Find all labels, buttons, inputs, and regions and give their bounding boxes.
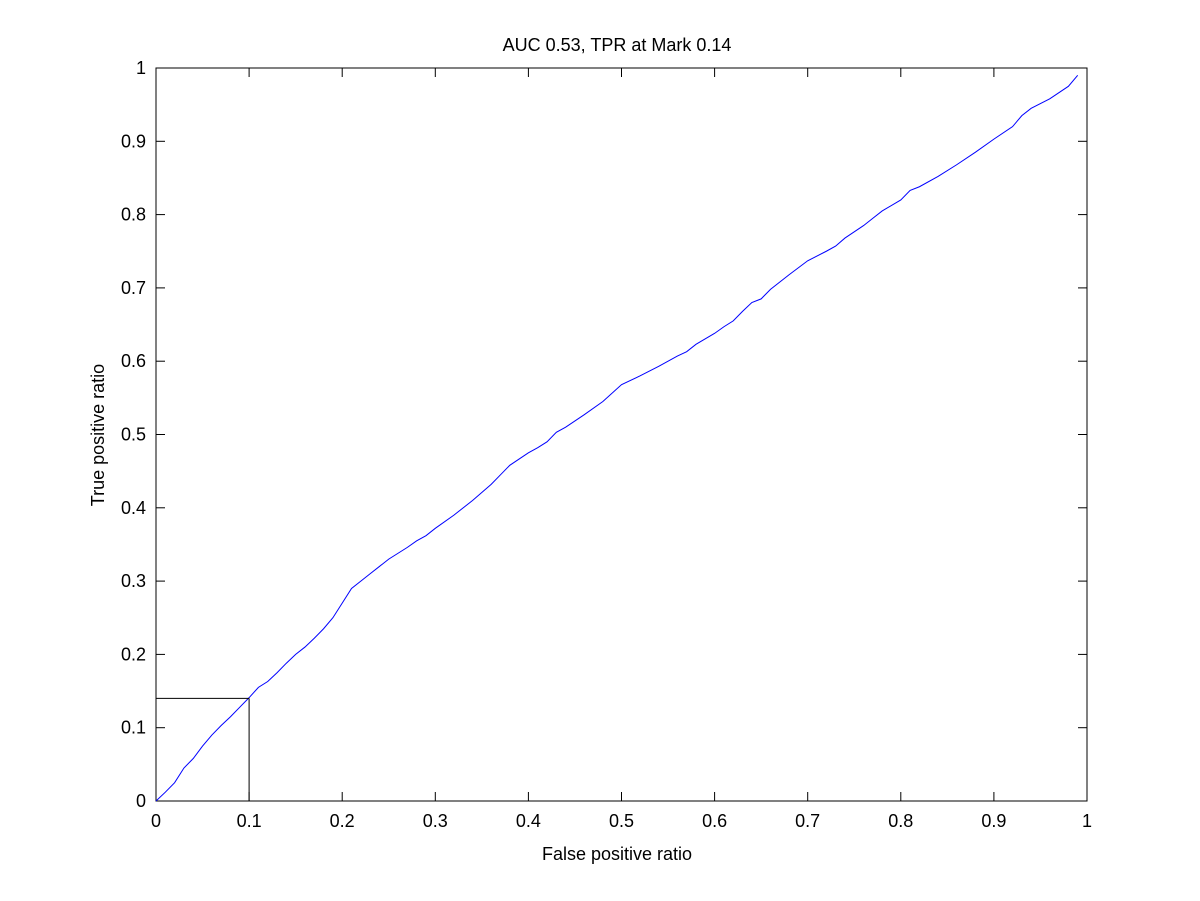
x-tick-label: 0.4: [516, 811, 541, 831]
y-tick-labels: 0 0.1 0.2 0.3 0.4 0.5 0.6 0.7 0.8 0.9 1: [121, 58, 146, 811]
x-tick-label: 0.7: [795, 811, 820, 831]
y-tick-label: 0.8: [121, 205, 146, 225]
y-tick-label: 0.6: [121, 351, 146, 371]
x-tick-label: 0.6: [702, 811, 727, 831]
roc-curve-line: [155, 75, 1079, 802]
x-tick-label: 0: [151, 811, 161, 831]
x-tick-label: 0.8: [888, 811, 913, 831]
y-tick-label: 0.2: [121, 644, 146, 664]
y-tick-label: 0.5: [121, 425, 146, 445]
y-tick-label: 1: [136, 58, 146, 78]
axes-box: [155, 67, 1088, 802]
x-tick-label: 0.3: [423, 811, 448, 831]
y-axis-label: True positive ratio: [88, 364, 108, 506]
y-tick-label: 0.9: [121, 131, 146, 151]
x-axis-label: False positive ratio: [542, 844, 692, 864]
chart-title: AUC 0.53, TPR at Mark 0.14: [503, 35, 732, 55]
plot-area: 0 0.1 0.2 0.3 0.4 0.5 0.6 0.7 0.8 0.9 1 0 0.1 0.2 0.3…: [121, 58, 1092, 831]
x-tick-label: 0.5: [609, 811, 634, 831]
x-tick-label: 0.1: [237, 811, 262, 831]
y-tick-label: 0.4: [121, 498, 146, 518]
y-tick-label: 0: [136, 791, 146, 811]
x-tick-label: 1: [1082, 811, 1092, 831]
y-tick-label: 0.3: [121, 571, 146, 591]
x-tick-labels: 0 0.1 0.2 0.3 0.4 0.5 0.6 0.7 0.8 0.9 1: [151, 811, 1092, 831]
x-tick-label: 0.9: [981, 811, 1006, 831]
mark-lines: [156, 697, 250, 801]
y-tick-label: 0.7: [121, 278, 146, 298]
x-tick-label: 0.2: [330, 811, 355, 831]
y-tick-label: 0.1: [121, 718, 146, 738]
